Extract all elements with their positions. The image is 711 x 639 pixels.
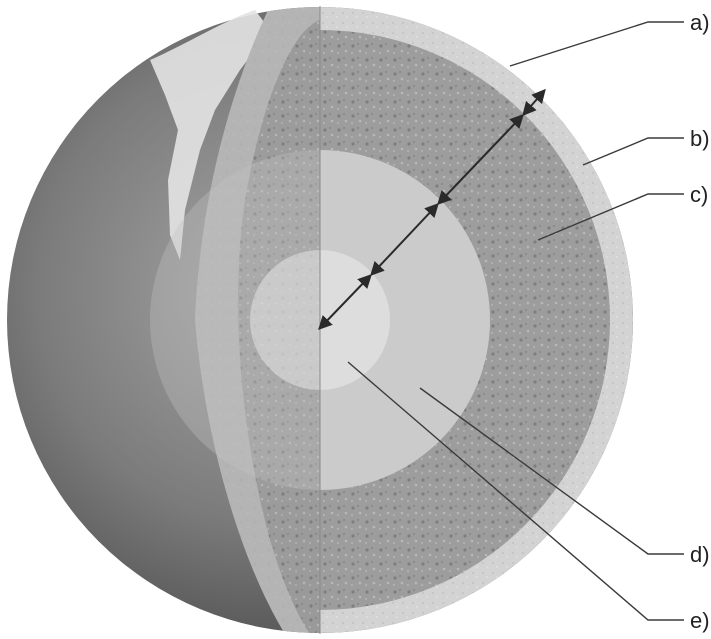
radius-arrow-inner-core [318, 273, 372, 331]
radius-arrow-crust [522, 88, 546, 117]
label-a: a) [690, 10, 710, 35]
leader-line-b [582, 137, 684, 166]
label-c: c) [690, 182, 708, 207]
cutaway-left-crust [195, 7, 320, 633]
radius-arrow-outer-core [370, 202, 439, 277]
radius-arrow-mantle [437, 113, 524, 206]
leader-line-d [419, 387, 684, 555]
leader-line-a [509, 21, 684, 67]
leader-line-e [347, 361, 684, 621]
continent-outline [150, 10, 270, 260]
leader-line-c [537, 193, 684, 241]
label-b: b) [690, 126, 710, 151]
outer-core-layer [320, 150, 490, 490]
label-d: d) [690, 542, 710, 567]
label-e: e) [690, 608, 710, 633]
inner-core-left [250, 250, 320, 390]
